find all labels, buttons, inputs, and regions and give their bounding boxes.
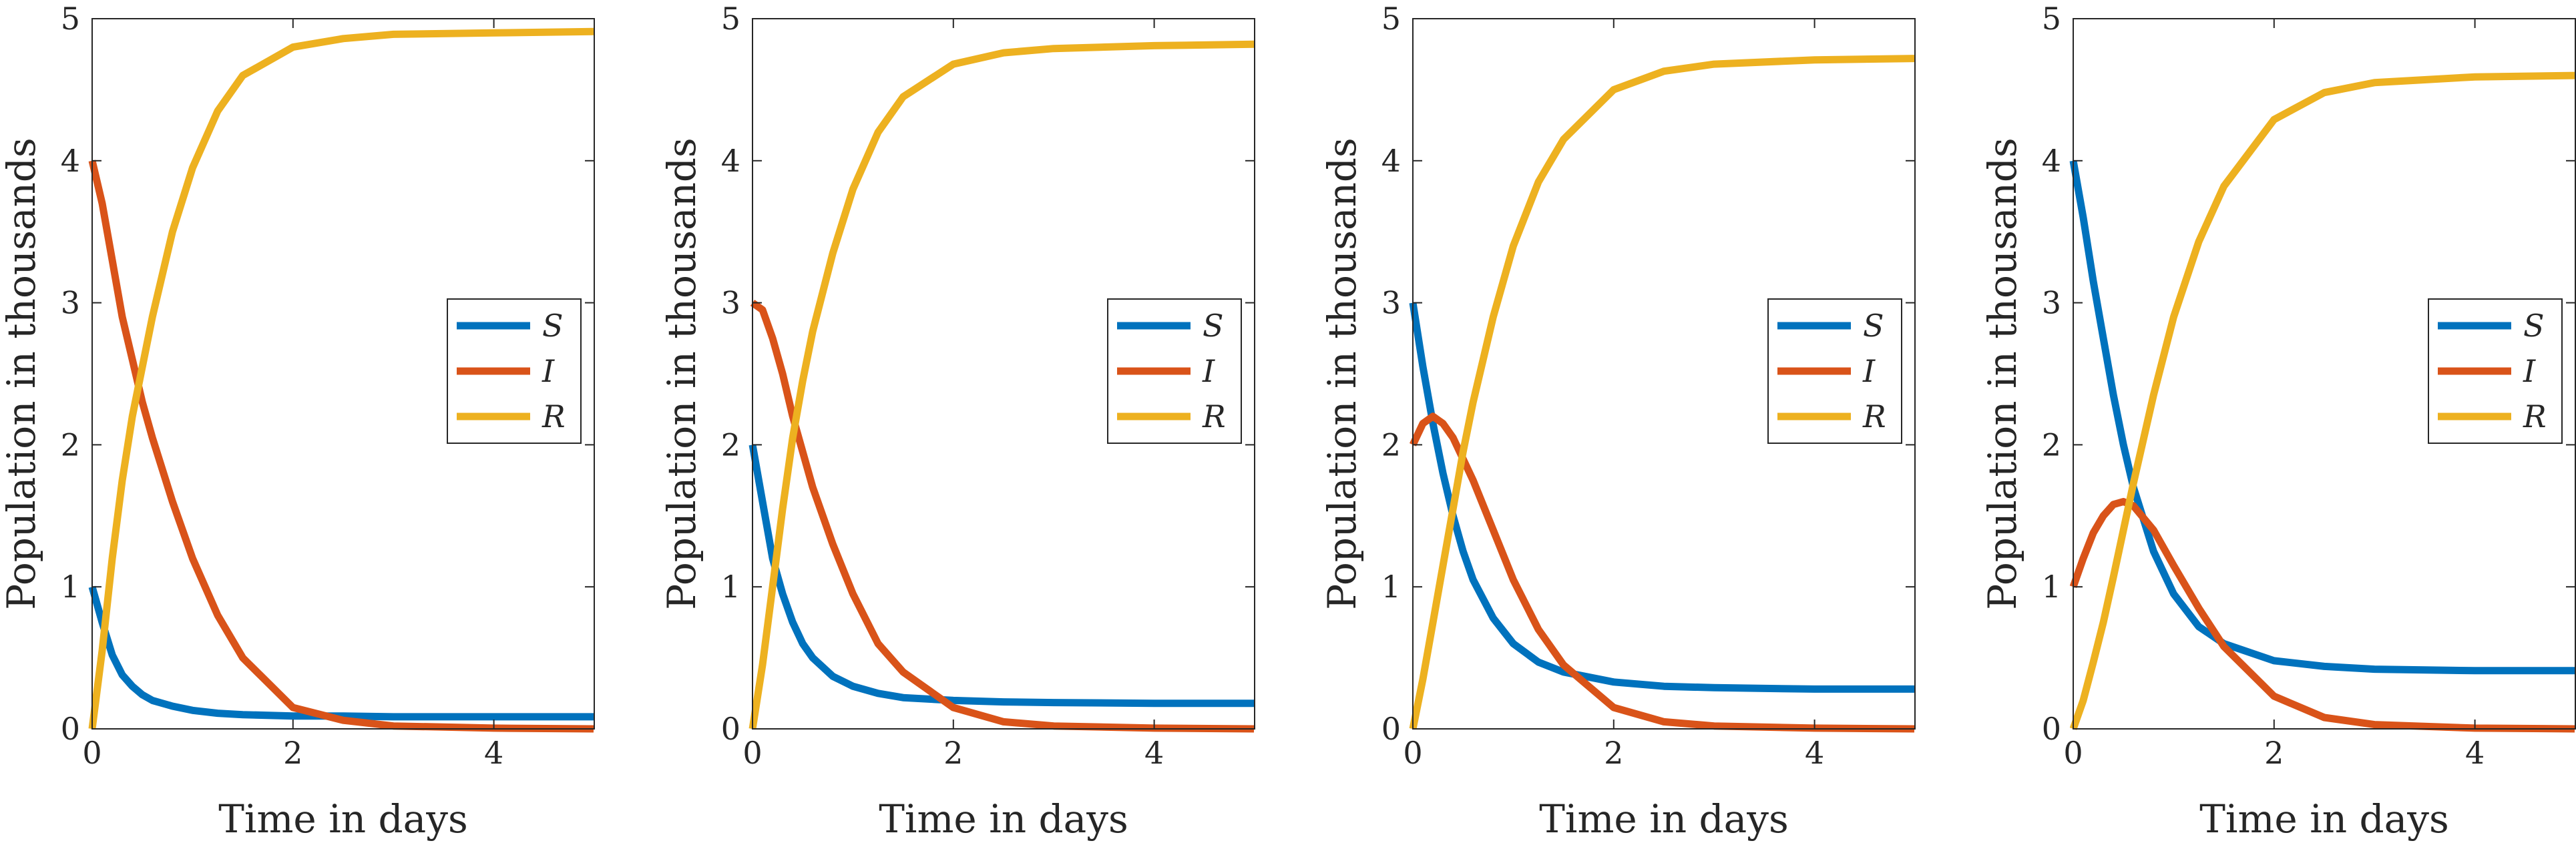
y-tick-label: 1	[1381, 569, 1401, 605]
ylabel: Population in thousands	[1980, 137, 2025, 610]
y-tick-label: 0	[721, 711, 740, 747]
xlabel: Time in days	[2199, 796, 2449, 842]
ylabel: Population in thousands	[0, 137, 44, 610]
xlabel: Time in days	[218, 796, 468, 842]
legend-label-R: R	[2523, 398, 2547, 435]
xlabel: Time in days	[879, 796, 1128, 842]
series-line-I	[1410, 412, 1915, 733]
axes-box	[1412, 18, 1916, 730]
y-tick-label: 3	[721, 285, 740, 321]
series-line-R	[2069, 71, 2575, 730]
y-tick-label: 2	[721, 427, 740, 463]
series-group	[748, 40, 1255, 733]
legend-label-S: S	[542, 308, 564, 344]
legend: SIR	[1107, 298, 1242, 444]
y-tick-label: 1	[721, 569, 740, 605]
series-line-R	[748, 40, 1255, 730]
x-tick-label: 0	[742, 735, 762, 771]
legend: SIR	[447, 298, 582, 444]
subplot-4: 0 1 2 3 4 5 0 2 4 Population in thousands Time in …	[1980, 1, 2576, 842]
x-tick-label: 2	[283, 735, 302, 771]
x-tick-label: 0	[2063, 735, 2083, 771]
xlabel: Time in days	[1539, 796, 1789, 842]
subplot-1: 0 1 2 3 4 5 0 2 4 Population in thousands Time in …	[0, 1, 595, 842]
y-tick-label: 3	[1381, 285, 1401, 321]
y-tick-label: 5	[2042, 1, 2061, 37]
series-line-I	[88, 160, 594, 733]
x-tick-label: 4	[1144, 735, 1164, 771]
y-tick-label: 5	[721, 1, 740, 37]
y-tick-label: 1	[2042, 569, 2061, 605]
ylabel: Population in thousands	[659, 137, 704, 610]
legend-label-I: I	[542, 353, 555, 389]
y-tick-label: 5	[1381, 1, 1401, 37]
x-tick-label: 2	[2264, 735, 2284, 771]
legend-label-S: S	[2523, 308, 2545, 344]
series-line-S	[748, 444, 1254, 708]
x-tick-label: 4	[2465, 735, 2485, 771]
series-line-S	[2069, 160, 2575, 675]
x-tick-label: 2	[943, 735, 963, 771]
series-line-I	[750, 300, 1255, 733]
legend-label-S: S	[1863, 308, 1884, 344]
legend: SIR	[2428, 298, 2563, 444]
y-tick-label: 4	[1381, 143, 1401, 179]
legend-label-R: R	[542, 398, 566, 435]
y-tick-label: 0	[61, 711, 80, 747]
series-group	[2069, 71, 2575, 733]
y-tick-label: 1	[61, 569, 80, 605]
y-tick-label: 5	[61, 1, 80, 37]
x-tick-label: 4	[484, 735, 503, 771]
axes-box	[2073, 18, 2576, 730]
y-tick-label: 2	[2042, 427, 2061, 463]
series-line-R	[1409, 55, 1915, 730]
axes-box	[752, 18, 1255, 730]
legend-label-S: S	[1203, 308, 1224, 344]
ylabel: Population in thousands	[1319, 137, 1365, 610]
x-tick-label: 4	[1805, 735, 1824, 771]
y-tick-label: 0	[1381, 711, 1401, 747]
y-tick-label: 4	[61, 143, 80, 179]
legend-label-R: R	[1862, 398, 1886, 435]
legend: SIR	[1767, 298, 1902, 444]
subplot-3: 0 1 2 3 4 5 0 2 4 Population in thousands Time in …	[1319, 1, 1916, 842]
legend-label-I: I	[2523, 353, 2536, 389]
legend-label-I: I	[1202, 353, 1215, 389]
x-tick-label: 2	[1604, 735, 1623, 771]
axes-box	[91, 18, 595, 730]
legend-label-I: I	[1862, 353, 1876, 389]
x-tick-label: 0	[82, 735, 101, 771]
y-tick-label: 4	[2042, 143, 2061, 179]
y-tick-label: 0	[2042, 711, 2061, 747]
x-tick-label: 0	[1403, 735, 1422, 771]
y-tick-label: 2	[1381, 427, 1401, 463]
y-tick-label: 3	[61, 285, 80, 321]
subplot-2: 0 1 2 3 4 5 0 2 4 Population in thousands Time in …	[659, 1, 1255, 842]
y-tick-label: 4	[721, 143, 740, 179]
y-tick-label: 3	[2042, 285, 2061, 321]
series-line-R	[88, 27, 594, 730]
y-tick-label: 2	[61, 427, 80, 463]
series-line-S	[88, 585, 594, 721]
legend-label-R: R	[1202, 398, 1226, 435]
series-group	[1409, 55, 1915, 733]
series-line-I	[2069, 498, 2575, 733]
series-group	[88, 27, 594, 733]
series-line-S	[1409, 302, 1914, 693]
